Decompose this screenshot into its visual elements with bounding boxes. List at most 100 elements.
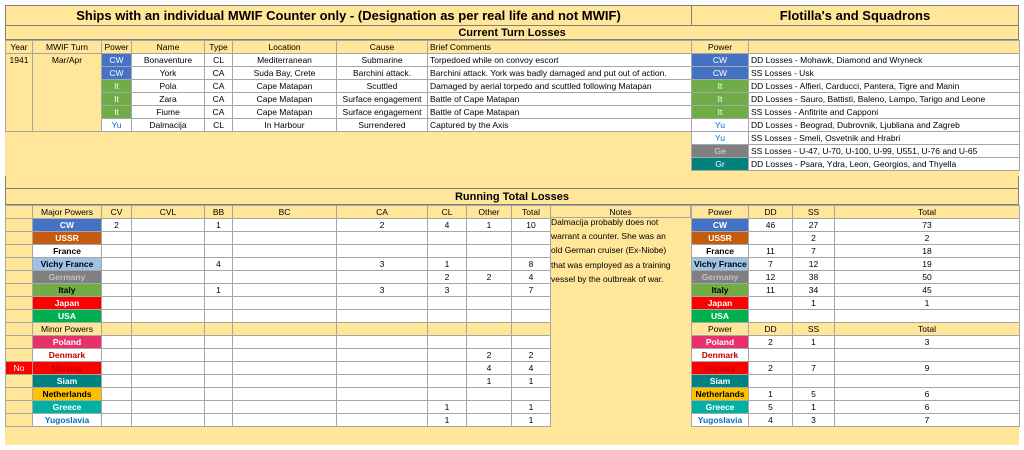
column-header: Major Powers xyxy=(32,205,102,219)
ship-type: CA xyxy=(204,92,233,106)
ship-type: CA xyxy=(204,79,233,93)
other-value xyxy=(466,400,512,414)
minor-power-row: Greece 1 1 xyxy=(5,400,551,414)
total-value xyxy=(511,296,551,310)
cv-value xyxy=(101,231,132,245)
other-value: 1 xyxy=(466,374,512,388)
year-cell: 1941 xyxy=(5,53,33,132)
power-name: Yugoslavia xyxy=(32,413,102,427)
dd-value: 1 xyxy=(748,387,793,401)
cl-value: 1 xyxy=(427,413,467,427)
other-value: 1 xyxy=(466,218,512,232)
bb-value xyxy=(204,374,233,388)
bc-value xyxy=(232,335,337,349)
bb-value: 1 xyxy=(204,283,233,297)
cv-value xyxy=(101,283,132,297)
minor-power-row: Siam 1 1 xyxy=(5,374,551,388)
bc-value xyxy=(232,296,337,310)
power-cell: Gr xyxy=(691,157,749,171)
column-header: DD xyxy=(748,322,793,336)
ss-value xyxy=(792,348,835,362)
column-header: BC xyxy=(232,205,337,219)
dd-value: 12 xyxy=(748,270,793,284)
column-header: Name xyxy=(131,40,205,54)
notes-label: Notes xyxy=(609,207,632,217)
total-value: 6 xyxy=(834,400,1020,414)
comment: Torpedoed while on convoy escort xyxy=(427,53,749,67)
bc-value xyxy=(232,413,337,427)
running-total-bar: Running Total Losses xyxy=(5,188,1019,205)
column-header: Type xyxy=(204,40,233,54)
left-title: Ships with an individual MWIF Counter on… xyxy=(76,8,621,23)
ca-value xyxy=(336,348,428,362)
power-cell: Yu xyxy=(691,131,749,145)
notes-text: Dalmacija probably does not warrant a co… xyxy=(551,215,688,286)
ft-major-row: Germany 12 38 50 xyxy=(691,270,1020,284)
column-header: CA xyxy=(336,205,428,219)
power-cell: It xyxy=(691,105,749,119)
flotilla-row: Gr DD Losses - Psara, Ydra, Leon, Georgio… xyxy=(691,157,1020,171)
minor-power-row: Denmark 2 2 xyxy=(5,348,551,362)
dd-value: 7 xyxy=(748,257,793,271)
bb-value xyxy=(204,309,233,323)
power-cell: It xyxy=(101,92,132,106)
running-total-title: Running Total Losses xyxy=(454,190,570,203)
power-name: Poland xyxy=(32,335,102,349)
column-header: BB xyxy=(204,205,233,219)
power-name: USSR xyxy=(691,231,749,245)
bc-value xyxy=(232,218,337,232)
cvl-value xyxy=(131,296,205,310)
power-name: Italy xyxy=(32,283,102,297)
column-header: Power xyxy=(691,205,749,219)
cvl-value xyxy=(131,335,205,349)
total-value: 50 xyxy=(834,270,1020,284)
total-value xyxy=(511,244,551,258)
flotilla-row: CW DD Losses - Mohawk, Diamond and Wrynec… xyxy=(691,53,1020,67)
dd-value: 2 xyxy=(748,361,793,375)
power-cell: It xyxy=(101,79,132,93)
other-value xyxy=(466,387,512,401)
ca-value xyxy=(336,231,428,245)
cause: Scuttled xyxy=(336,79,428,93)
location: Mediterranean xyxy=(232,53,337,67)
dd-value: 11 xyxy=(748,283,793,297)
flotilla-row: Ge SS Losses - U-47, U-70, U-100, U-99, U… xyxy=(691,144,1020,158)
other-value xyxy=(466,296,512,310)
cause: Submarine xyxy=(336,53,428,67)
flag-col xyxy=(5,322,33,336)
column-header: DD xyxy=(748,205,793,219)
cl-value xyxy=(427,335,467,349)
loss-row: It Pola CA Cape Matapan Scuttled Damaged by a… xyxy=(6,79,749,93)
major-power-row: CW 2 1 2 4 1 10 xyxy=(5,218,551,232)
power-name: Netherlands xyxy=(691,387,749,401)
flotilla-row: It SS Losses - Anfitrite and Capponi xyxy=(691,105,1020,119)
total-value: 18 xyxy=(834,244,1020,258)
bb-value xyxy=(204,335,233,349)
power-name: Norway xyxy=(32,361,102,375)
minor-power-row: Netherlands xyxy=(5,387,551,401)
flotilla-losses: DD Losses - Alfieri, Carducci, Pantera, … xyxy=(748,79,1020,93)
power-name: Siam xyxy=(32,374,102,388)
ship-name: Zara xyxy=(131,92,205,106)
bb-value xyxy=(204,231,233,245)
power-name: Japan xyxy=(32,296,102,310)
flotilla-losses: DD Losses - Mohawk, Diamond and Wryneck xyxy=(748,53,1020,67)
column-header: Total xyxy=(834,205,1020,219)
column-header: Power xyxy=(691,322,749,336)
cl-value: 3 xyxy=(427,283,467,297)
ss-value: 1 xyxy=(792,400,835,414)
power-name: Greece xyxy=(32,400,102,414)
ss-value: 1 xyxy=(792,335,835,349)
ca-value: 3 xyxy=(336,283,428,297)
ship-name: York xyxy=(131,66,205,80)
column-header: CV xyxy=(101,205,132,219)
flag-cell xyxy=(5,335,33,349)
bc-value xyxy=(232,270,337,284)
cvl-value xyxy=(131,400,205,414)
flag-col xyxy=(5,205,33,219)
power-name: Norway xyxy=(691,361,749,375)
column-header: MWIF Turn xyxy=(32,40,102,54)
total-value: 9 xyxy=(834,361,1020,375)
dd-value: 4 xyxy=(748,413,793,427)
ca-value xyxy=(336,270,428,284)
